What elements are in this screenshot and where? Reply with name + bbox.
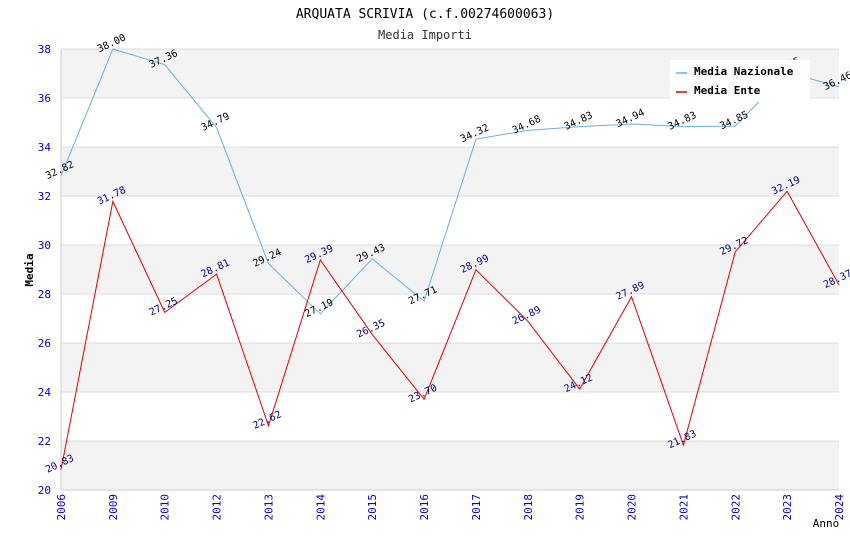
x-tick-label: 2021 — [677, 494, 690, 521]
x-tick-label: 2016 — [418, 494, 431, 521]
y-tick-label: 20 — [38, 484, 51, 497]
x-tick-label: 2022 — [729, 494, 742, 521]
series-lines — [60, 48, 840, 470]
gridlines — [61, 48, 839, 491]
x-axis-ticks: 2006 2009 2010 2012 2013 2014 2015 2016 2017 2018… — [55, 494, 846, 521]
x-tick-label: 2019 — [574, 494, 587, 521]
y-tick-label: 30 — [38, 239, 51, 252]
y-tick-label: 26 — [38, 337, 51, 350]
x-tick-label: 2009 — [107, 494, 120, 521]
x-tick-label: 2012 — [211, 494, 224, 521]
y-tick-label: 28 — [38, 288, 51, 301]
x-tick-label: 2020 — [626, 494, 639, 521]
chart-subtitle: Media Importi — [378, 28, 472, 42]
background-band — [61, 245, 839, 294]
y-tick-label: 22 — [38, 435, 51, 448]
legend-label-media-ente: Media Ente — [694, 84, 761, 97]
background-band — [61, 392, 839, 441]
x-tick-label: 2013 — [262, 494, 275, 521]
background-band — [61, 147, 839, 196]
x-tick-label: 2014 — [314, 494, 327, 521]
background-band — [61, 441, 839, 490]
x-tick-label: 2023 — [781, 494, 794, 521]
background-band — [61, 343, 839, 392]
x-tick-label: 2006 — [55, 494, 68, 521]
x-tick-label: 2017 — [470, 494, 483, 521]
plot-background-bands — [61, 49, 839, 490]
x-tick-label: 2024 — [833, 494, 846, 521]
y-tick-label: 24 — [38, 386, 52, 399]
x-tick-label: 2018 — [522, 494, 535, 521]
y-tick-label: 34 — [38, 141, 52, 154]
y-axis-label: Media — [23, 253, 36, 286]
background-band — [61, 98, 839, 147]
legend-background — [670, 60, 810, 102]
y-tick-label: 36 — [38, 92, 51, 105]
x-axis-label: Anno — [813, 517, 840, 530]
legend-label-media-nazionale: Media Nazionale — [694, 65, 794, 78]
chart-title: ARQUATA SCRIVIA (c.f.00274600063) — [296, 7, 554, 22]
series-line-media-ente — [60, 190, 840, 470]
y-tick-label: 32 — [38, 190, 51, 203]
x-tick-label: 2010 — [159, 494, 172, 521]
series-line-media-nazionale — [60, 48, 840, 315]
y-axis-ticks: 20 22 24 26 28 30 32 34 36 38 — [38, 43, 52, 497]
y-tick-label: 38 — [38, 43, 51, 56]
legend: Media Nazionale Media Ente — [670, 60, 810, 102]
x-tick-label: 2015 — [366, 494, 379, 521]
